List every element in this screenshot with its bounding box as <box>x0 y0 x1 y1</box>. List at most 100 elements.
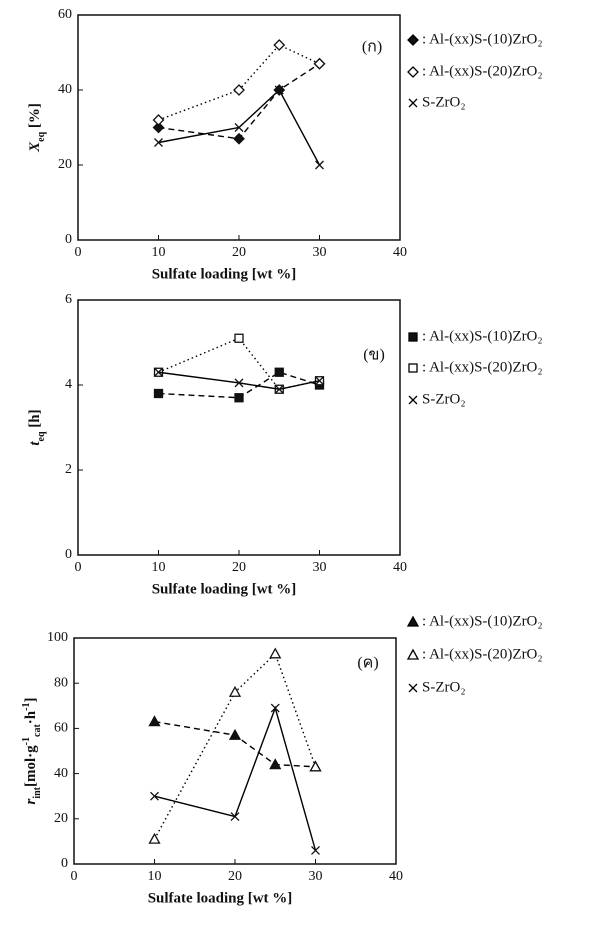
marker <box>234 393 244 403</box>
marker <box>408 395 418 405</box>
marker <box>274 367 284 377</box>
y-tick-label: 4 <box>65 377 72 392</box>
plot-frame <box>73 637 397 865</box>
y-tick-label: 2 <box>65 462 72 477</box>
marker <box>408 683 418 693</box>
marker <box>228 728 242 740</box>
legend-label: : Al-(xx)S-(20)ZrO₂ <box>422 63 543 79</box>
x-axis-label: Sulfate loading [wt %] <box>152 581 297 597</box>
y-axis-label-part: [mol·g <box>23 745 39 787</box>
marker <box>273 39 286 51</box>
x-tick-label: 30 <box>313 560 327 575</box>
panel-label: (ก) <box>362 39 382 56</box>
x-tick-label: 0 <box>75 560 82 575</box>
x-tick-label: 10 <box>152 560 166 575</box>
marker <box>408 98 418 108</box>
y-axis-label: teq [h] <box>27 409 46 445</box>
series-line <box>158 337 320 391</box>
y-tick-label: 60 <box>54 721 68 736</box>
x-tick-label: 0 <box>75 245 82 260</box>
marker <box>234 333 244 343</box>
y-tick-label: 60 <box>58 7 72 22</box>
y-axis-label-part: X <box>27 141 43 153</box>
marker <box>407 34 419 46</box>
x-tick-label: 0 <box>71 869 78 884</box>
series-line <box>158 44 320 121</box>
x-tick-label: 40 <box>389 869 403 884</box>
marker <box>408 332 418 342</box>
marker <box>152 114 165 126</box>
marker <box>270 703 280 713</box>
marker <box>315 160 324 170</box>
legend-label: S-ZrO₂ <box>422 94 466 110</box>
y-axis-label-part: -1 <box>21 737 32 745</box>
marker <box>234 123 244 132</box>
x-tick-label: 40 <box>393 245 407 260</box>
marker <box>148 715 161 727</box>
y-axis-label-part: ·h <box>23 710 39 724</box>
marker <box>233 132 245 145</box>
x-tick-label: 20 <box>232 245 246 260</box>
marker <box>269 758 282 770</box>
marker <box>406 648 420 660</box>
marker <box>152 121 165 134</box>
x-axis-label: Sulfate loading [wt %] <box>148 890 293 906</box>
legend-label: S-ZrO₂ <box>422 679 466 695</box>
y-tick-label: 0 <box>61 856 68 871</box>
marker <box>274 384 284 394</box>
series-line <box>158 371 320 399</box>
y-axis-label-part: t <box>27 441 43 446</box>
y-tick-label: 0 <box>65 232 72 247</box>
y-tick-label: 40 <box>58 82 72 97</box>
x-tick-label: 10 <box>152 245 166 260</box>
y-tick-label: 100 <box>47 630 68 645</box>
y-axis-label-part: eq <box>36 431 47 441</box>
legend-label: : Al-(xx)S-(10)ZrO₂ <box>422 31 543 47</box>
x-tick-label: 20 <box>228 869 242 884</box>
marker <box>315 376 324 386</box>
legend-label: : Al-(xx)S-(10)ZrO₂ <box>422 328 543 344</box>
x-tick-label: 40 <box>393 560 407 575</box>
x-axis-label: Sulfate loading [wt %] <box>152 266 297 282</box>
series-line <box>158 371 320 390</box>
marker <box>406 615 420 627</box>
marker <box>230 812 240 821</box>
y-axis-label-part: cat <box>32 724 43 737</box>
marker <box>150 791 159 801</box>
series-line <box>154 705 317 851</box>
y-axis-label-part: int <box>32 786 43 798</box>
legend-label: : Al-(xx)S-(20)ZrO₂ <box>422 646 543 662</box>
y-tick-label: 20 <box>58 157 72 172</box>
marker <box>233 84 245 96</box>
y-axis-label: Xeq [%] <box>27 103 46 153</box>
marker <box>148 832 161 844</box>
legend-label: : Al-(xx)S-(20)ZrO₂ <box>422 359 543 375</box>
x-tick-label: 20 <box>232 560 246 575</box>
x-tick-label: 30 <box>309 869 323 884</box>
marker <box>154 138 163 147</box>
series-line <box>153 652 317 840</box>
legend-label: : Al-(xx)S-(10)ZrO₂ <box>422 613 543 629</box>
marker <box>154 367 163 377</box>
series-line <box>158 88 321 166</box>
y-tick-label: 40 <box>54 766 68 781</box>
legend-label: S-ZrO₂ <box>422 391 466 407</box>
series-line <box>158 63 320 140</box>
y-axis-label: rint[mol·g-1cat·h-1] <box>21 697 43 804</box>
marker <box>269 647 282 659</box>
y-tick-label: 6 <box>65 292 72 307</box>
y-axis-label-part: ] <box>23 697 39 702</box>
marker <box>311 845 320 855</box>
marker <box>309 760 322 772</box>
x-tick-label: 30 <box>313 245 327 260</box>
y-tick-label: 0 <box>65 547 72 562</box>
y-tick-label: 80 <box>54 675 68 690</box>
marker <box>313 57 326 70</box>
marker <box>228 685 242 697</box>
marker <box>234 378 244 388</box>
panel-label: (ค) <box>357 655 378 672</box>
marker <box>274 85 284 95</box>
y-axis-label-part: -1 <box>21 702 32 710</box>
